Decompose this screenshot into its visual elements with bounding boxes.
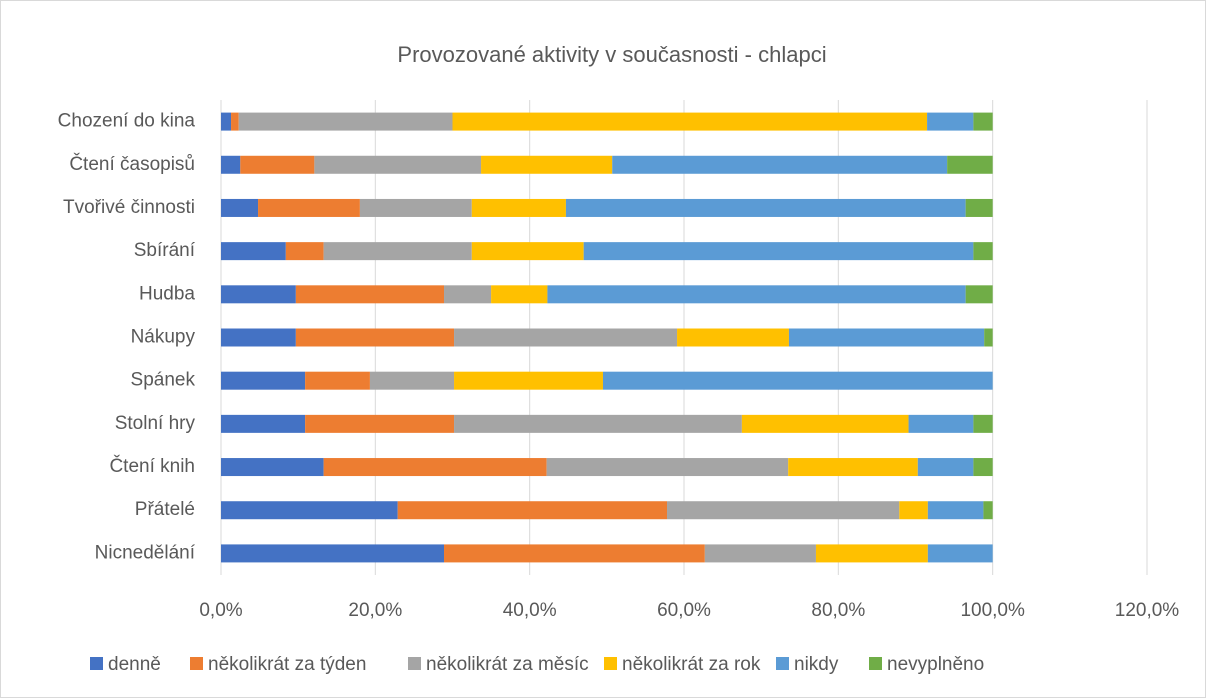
bar-segment	[240, 155, 315, 174]
x-tick-label: 40,0%	[503, 600, 557, 621]
legend-label: několikrát za týden	[208, 654, 366, 675]
bar-segment	[454, 328, 678, 347]
bar-segment	[908, 414, 974, 433]
bar-segment	[369, 371, 455, 390]
bar-segment	[221, 371, 306, 390]
bar-segment	[677, 328, 789, 347]
legend-label: několikrát za rok	[622, 654, 761, 675]
y-tick-label: Čtení časopisů	[69, 153, 195, 175]
legend-label: několikrát za měsíc	[426, 654, 589, 675]
y-tick-label: Čtení knih	[109, 455, 195, 477]
bar-segment	[602, 371, 993, 390]
legend-label: nikdy	[794, 654, 839, 675]
bar-segment	[221, 155, 241, 174]
bar-segment	[323, 458, 547, 477]
bar-segment	[221, 328, 296, 347]
bar-segment	[285, 242, 324, 261]
bar-segment	[221, 112, 232, 131]
bar-segment	[965, 198, 993, 217]
bar-segment	[704, 544, 816, 563]
bar-segment	[221, 242, 286, 261]
bar-segment	[565, 198, 966, 217]
bar-segment	[983, 501, 993, 520]
bar-segment	[444, 285, 492, 304]
bar-segment	[238, 112, 453, 131]
bar-segment	[547, 285, 966, 304]
bar-segment	[667, 501, 900, 520]
bar-segment	[258, 198, 360, 217]
bar-segment	[491, 285, 548, 304]
x-tick-label: 100,0%	[960, 600, 1025, 621]
bar-segment	[314, 155, 482, 174]
bar-segment	[397, 501, 668, 520]
legend-swatch	[604, 657, 617, 670]
legend-swatch	[869, 657, 882, 670]
bar-segment	[454, 371, 603, 390]
x-tick-label: 60,0%	[657, 600, 711, 621]
y-tick-label: Nákupy	[131, 327, 196, 348]
bar-segment	[973, 112, 993, 131]
bar-segment	[741, 414, 909, 433]
bar-segment	[815, 544, 928, 563]
chart-title: Provozované aktivity v současnosti - chl…	[397, 42, 826, 67]
bar-segment	[927, 544, 993, 563]
legend-swatch	[190, 657, 203, 670]
y-tick-label: Stolní hry	[115, 413, 196, 434]
bar-segment	[899, 501, 928, 520]
bar-segment	[984, 328, 993, 347]
y-tick-label: Spánek	[131, 370, 196, 391]
bar-segment	[546, 458, 789, 477]
legend-swatch	[90, 657, 103, 670]
bar-segment	[305, 414, 455, 433]
bar-segment	[221, 544, 445, 563]
bar-segment	[927, 501, 984, 520]
y-tick-label: Přátelé	[135, 499, 195, 520]
bar-segment	[295, 328, 455, 347]
x-tick-label: 80,0%	[811, 600, 865, 621]
bar-segment	[973, 414, 993, 433]
x-tick-label: 20,0%	[348, 600, 402, 621]
bar-segment	[444, 544, 705, 563]
y-tick-label: Hudba	[139, 283, 195, 304]
legend-swatch	[408, 657, 421, 670]
legend-label: denně	[108, 654, 161, 675]
legend-label: nevyplněno	[887, 654, 984, 675]
x-tick-label: 0,0%	[199, 600, 242, 621]
bar-segment	[973, 458, 993, 477]
bar-segment	[788, 328, 985, 347]
x-tick-label: 120,0%	[1115, 600, 1180, 621]
bar-segment	[973, 242, 993, 261]
bar-segment	[295, 285, 445, 304]
bar-segment	[481, 155, 613, 174]
bar-segment	[221, 414, 306, 433]
y-tick-label: Chození do kina	[58, 111, 196, 132]
y-tick-label: Tvořivé činnosti	[63, 197, 195, 218]
bar-segment	[452, 112, 928, 131]
bar-segment	[947, 155, 993, 174]
bar-segment	[221, 458, 324, 477]
legend-swatch	[776, 657, 789, 670]
bar-segment	[788, 458, 918, 477]
bar-segment	[221, 285, 296, 304]
bar-segment	[917, 458, 974, 477]
bar-segment	[359, 198, 472, 217]
bar-segment	[927, 112, 974, 131]
bar-segment	[471, 242, 584, 261]
y-tick-label: Sbírání	[134, 240, 196, 261]
y-tick-label: Nicnedělání	[95, 542, 196, 563]
bar-segment	[965, 285, 993, 304]
bar-segment	[454, 414, 742, 433]
bar-segment	[583, 242, 974, 261]
bar-segment	[231, 112, 239, 131]
bar-segment	[612, 155, 948, 174]
bar-segment	[471, 198, 566, 217]
bar-segment	[221, 198, 259, 217]
bar-segment	[221, 501, 398, 520]
bar-segment	[323, 242, 472, 261]
bar-segment	[305, 371, 370, 390]
